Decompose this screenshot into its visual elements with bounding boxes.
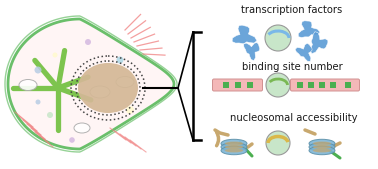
- Bar: [235, 82, 241, 88]
- Circle shape: [266, 73, 290, 97]
- Ellipse shape: [313, 142, 331, 146]
- Ellipse shape: [74, 123, 90, 133]
- Ellipse shape: [309, 139, 335, 148]
- Polygon shape: [243, 43, 260, 61]
- Ellipse shape: [221, 143, 247, 151]
- Bar: [345, 82, 351, 88]
- Circle shape: [265, 25, 291, 51]
- Ellipse shape: [78, 63, 138, 113]
- Circle shape: [36, 100, 40, 104]
- Bar: [297, 82, 303, 88]
- Bar: [223, 82, 229, 88]
- Polygon shape: [298, 21, 320, 38]
- Circle shape: [85, 39, 91, 45]
- Ellipse shape: [309, 146, 335, 155]
- Ellipse shape: [221, 146, 247, 155]
- Ellipse shape: [19, 79, 37, 91]
- Circle shape: [116, 56, 124, 64]
- Ellipse shape: [313, 149, 331, 152]
- Circle shape: [47, 112, 53, 118]
- Ellipse shape: [225, 142, 243, 146]
- Ellipse shape: [90, 86, 110, 98]
- Text: transcription factors: transcription factors: [242, 5, 342, 15]
- Polygon shape: [8, 19, 174, 149]
- Bar: [308, 82, 314, 88]
- Text: nucleosomal accessibility: nucleosomal accessibility: [230, 113, 358, 123]
- Bar: [319, 82, 325, 88]
- Ellipse shape: [221, 139, 247, 148]
- Ellipse shape: [313, 145, 331, 149]
- Polygon shape: [232, 25, 257, 44]
- Circle shape: [34, 66, 42, 74]
- Circle shape: [266, 131, 290, 155]
- Polygon shape: [310, 32, 328, 54]
- Polygon shape: [295, 43, 312, 61]
- Bar: [330, 82, 336, 88]
- Ellipse shape: [225, 145, 243, 149]
- Ellipse shape: [309, 143, 335, 151]
- Bar: [247, 82, 253, 88]
- Circle shape: [69, 137, 75, 143]
- FancyBboxPatch shape: [212, 79, 262, 91]
- Ellipse shape: [225, 149, 243, 152]
- Ellipse shape: [116, 77, 134, 88]
- FancyBboxPatch shape: [291, 79, 359, 91]
- Text: binding site number: binding site number: [242, 62, 342, 72]
- Circle shape: [126, 106, 134, 114]
- Circle shape: [53, 53, 57, 57]
